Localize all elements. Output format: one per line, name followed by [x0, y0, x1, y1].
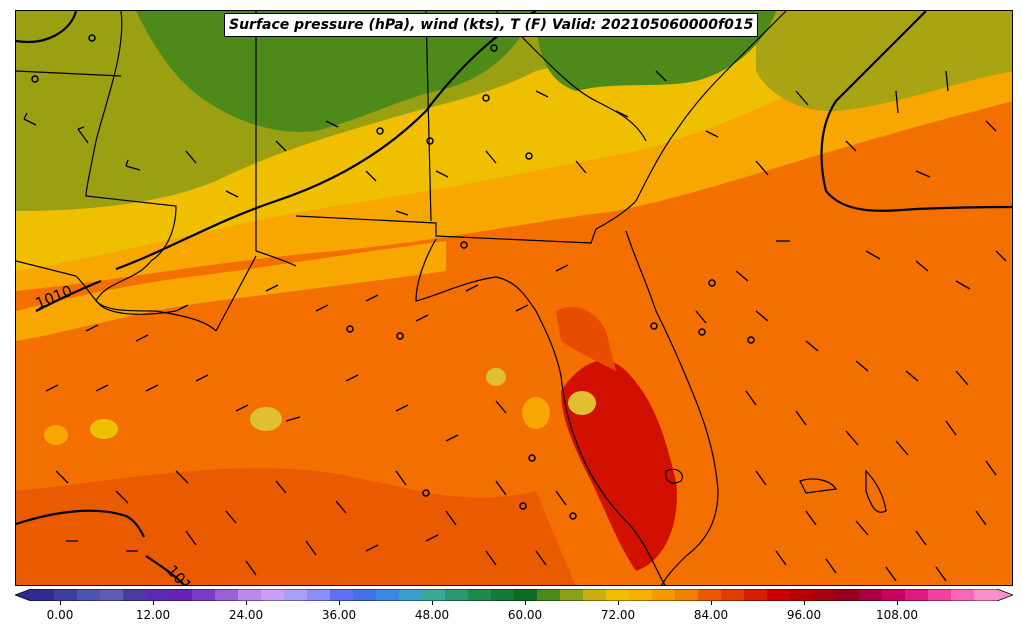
- colorbar-max-extension: [997, 589, 1013, 601]
- colorbar-segment: [583, 589, 607, 601]
- temperature-field-peninsula: [561, 360, 677, 571]
- colorbar-segment: [813, 589, 837, 601]
- colorbar-tick-mark: [897, 601, 898, 605]
- colorbar-segment: [169, 589, 193, 601]
- colorbar-tick-mark: [525, 601, 526, 605]
- colorbar-segment: [675, 589, 699, 601]
- colorbar-min-extension: [15, 589, 31, 601]
- hot-spot-5: [522, 397, 550, 429]
- colorbar-tick-label: 84.00: [693, 608, 729, 622]
- colorbar-segment: [77, 589, 101, 601]
- colorbar-segment: [192, 589, 216, 601]
- colorbar-segment: [422, 589, 446, 601]
- isobars: [16, 11, 1012, 585]
- colorbar-tick-mark: [711, 601, 712, 605]
- colorbar-segment: [744, 589, 768, 601]
- colorbar-segment: [215, 589, 239, 601]
- hot-spot-6: [568, 391, 596, 415]
- colorbar-tick-mark: [60, 601, 61, 605]
- coastlines: [16, 11, 887, 585]
- colorbar-segment: [261, 589, 285, 601]
- colorbar-tick-mark: [618, 601, 619, 605]
- isobar-east: [820, 11, 1012, 212]
- calm-markers: [31, 34, 755, 520]
- colorbar-segment: [238, 589, 262, 601]
- colorbar-segment: [537, 589, 561, 601]
- colorbar-segment: [767, 589, 791, 601]
- weather-map: 1010 101: [15, 10, 1013, 586]
- colorbar-tick-label: 12.00: [135, 608, 171, 622]
- colorbar-segment: [882, 589, 906, 601]
- colorbar-segment: [928, 589, 952, 601]
- wind-barbs: [23, 70, 1007, 582]
- temperature-colorbar: [15, 589, 1013, 601]
- map-title: Surface pressure (hPa), wind (kts), T (F…: [224, 13, 759, 37]
- hot-spot-3: [250, 407, 282, 431]
- colorbar-segment: [560, 589, 584, 601]
- colorbar-segment: [951, 589, 975, 601]
- map-canvas: 1010 101: [16, 11, 1012, 585]
- colorbar-segment: [468, 589, 492, 601]
- hot-spot-1: [90, 419, 118, 439]
- colorbar-tick-label: 0.00: [46, 608, 74, 622]
- colorbar-segment: [399, 589, 423, 601]
- colorbar-tick-label: 60.00: [507, 608, 543, 622]
- colorbar-segment: [376, 589, 400, 601]
- colorbar-segment: [445, 589, 469, 601]
- colorbar-segment: [629, 589, 653, 601]
- colorbar-tick-label: 108.00: [876, 608, 918, 622]
- colorbar-tick-label: 48.00: [414, 608, 450, 622]
- colorbar-tick-mark: [153, 601, 154, 605]
- colorbar-segment: [123, 589, 147, 601]
- colorbar-segment: [146, 589, 170, 601]
- colorbar-segment: [836, 589, 860, 601]
- colorbar-segment: [284, 589, 308, 601]
- colorbar-tick-label: 96.00: [786, 608, 822, 622]
- colorbar-segment: [514, 589, 538, 601]
- colorbar-segment: [652, 589, 676, 601]
- colorbar-segment: [54, 589, 78, 601]
- hot-spot-4: [486, 368, 506, 386]
- temperature-field-north-florida: [556, 307, 616, 371]
- colorbar-tick-label: 36.00: [321, 608, 357, 622]
- colorbar-tick-label: 24.00: [228, 608, 264, 622]
- colorbar-segment: [974, 589, 998, 601]
- isobar-1010: [115, 11, 537, 271]
- colorbar-segment: [307, 589, 331, 601]
- colorbar-segment: [100, 589, 124, 601]
- colorbar-tick-mark: [339, 601, 340, 605]
- hot-spot-2: [44, 425, 68, 445]
- colorbar-segment: [698, 589, 722, 601]
- colorbar-segment: [905, 589, 929, 601]
- temperature-field-coast: [16, 241, 446, 341]
- colorbar-segment: [859, 589, 883, 601]
- colorbar-segment: [330, 589, 354, 601]
- colorbar-tick-mark: [246, 601, 247, 605]
- colorbar-segment: [491, 589, 515, 601]
- temperature-field-green: [136, 11, 536, 132]
- isobar-south: [16, 509, 145, 538]
- colorbar-tick-mark: [804, 601, 805, 605]
- colorbar-segment: [721, 589, 745, 601]
- colorbar-segment: [790, 589, 814, 601]
- isobar-101: [145, 555, 186, 585]
- colorbar-segment: [353, 589, 377, 601]
- colorbar-segment: [606, 589, 630, 601]
- colorbar-tick-mark: [432, 601, 433, 605]
- colorbar-segment: [31, 589, 55, 601]
- colorbar-tick-label: 72.00: [600, 608, 636, 622]
- temperature-field-south: [16, 468, 576, 585]
- isobar-north: [16, 11, 78, 44]
